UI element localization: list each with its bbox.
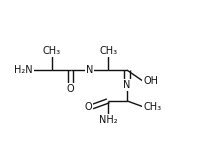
Text: OH: OH	[143, 76, 158, 86]
Text: CH₃: CH₃	[99, 46, 117, 56]
Text: N: N	[86, 65, 93, 75]
Text: CH₃: CH₃	[43, 46, 61, 56]
Text: CH₃: CH₃	[143, 102, 161, 112]
Text: O: O	[67, 84, 74, 94]
Text: NH₂: NH₂	[99, 115, 118, 125]
Text: H₂N: H₂N	[14, 65, 33, 75]
Text: N: N	[123, 80, 131, 90]
Text: O: O	[84, 102, 92, 112]
